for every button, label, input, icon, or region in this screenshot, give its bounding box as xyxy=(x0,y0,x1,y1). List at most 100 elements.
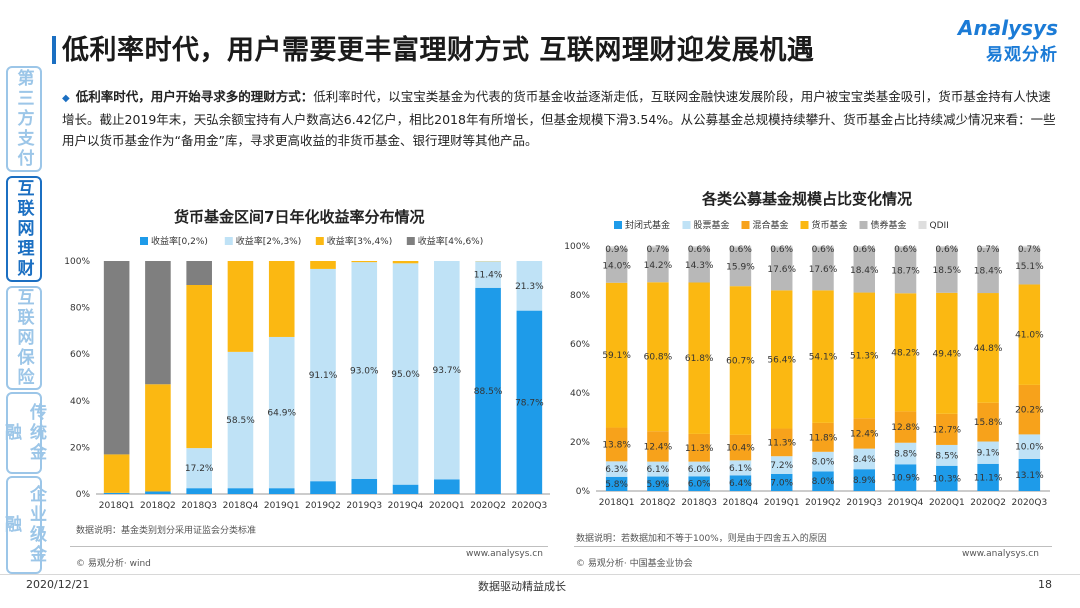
legend-label-2: 收益率[3%,4%) xyxy=(327,235,392,247)
data-label: 0.7% xyxy=(1018,245,1041,255)
bar-segment-2 xyxy=(310,261,336,269)
x-tick-label: 2018Q1 xyxy=(99,501,135,511)
bar-segment-5 xyxy=(936,246,958,248)
bar-segment-2 xyxy=(103,454,130,493)
data-label: 15.8% xyxy=(974,418,1003,428)
side-tab-payment[interactable]: 第三方支付 xyxy=(6,66,42,172)
bar-segment-0 xyxy=(103,492,130,494)
side-tab-traditional[interactable]: 传统金融 xyxy=(1,392,46,474)
chart1: 收益率[0,2%) 收益率[2%,3%) 收益率[3%,4%) 收益率[4%,6%) 0… xyxy=(64,235,550,511)
data-label: 17.6% xyxy=(809,265,838,275)
data-label: 48.2% xyxy=(891,348,920,358)
data-label: 8.8% xyxy=(894,450,917,460)
x-tick-label: 2020Q1 xyxy=(929,498,965,508)
bar-segment-0 xyxy=(605,476,628,491)
legend-swatch-3 xyxy=(406,237,415,245)
bar-segment-0 xyxy=(516,310,543,494)
legend-label-3: 货币基金 xyxy=(812,219,848,231)
data-label: 10.0% xyxy=(1015,443,1044,453)
chart2: 封闭式基金 股票基金 混合基金 货币基金 债券基金 QDII 0% 20% 40% 60% 80% 1… xyxy=(564,219,1050,508)
side-tab-insurance[interactable]: 互联网保险 xyxy=(6,286,42,390)
bar-segment-3 xyxy=(894,293,917,412)
summary-text: 低利率时代，以宝宝类基金为代表的货币基金收益逐渐走低，互联网金融快速发展阶段，用… xyxy=(62,89,1056,148)
bar-segment-0 xyxy=(475,287,501,494)
logo-text-cn: 易观分析 xyxy=(986,45,1058,65)
x-tick-label: 2019Q2 xyxy=(305,501,341,511)
data-label: 0.7% xyxy=(646,245,669,255)
bar-segment-2 xyxy=(812,422,834,452)
data-label: 0.9% xyxy=(605,245,628,255)
bar-segment-3 xyxy=(186,261,212,285)
bar-segment-1 xyxy=(227,351,254,489)
data-label: 0.6% xyxy=(729,245,752,255)
data-label: 78.7% xyxy=(515,398,544,408)
bar-segment-4 xyxy=(1018,247,1041,285)
bar-segment-5 xyxy=(647,245,669,248)
bar-segment-2 xyxy=(1018,384,1041,435)
data-label: 13.8% xyxy=(602,440,631,450)
bar-segment-4 xyxy=(936,247,958,293)
y-tick-label: 60% xyxy=(70,350,90,360)
data-label: 6.4% xyxy=(729,479,752,489)
data-label: 6.0% xyxy=(688,480,711,490)
data-label: 21.3% xyxy=(515,282,544,292)
bar-segment-2 xyxy=(186,284,212,449)
y-tick-label: 20% xyxy=(70,443,90,453)
legend-swatch-0 xyxy=(614,221,622,229)
bar-segment-2 xyxy=(977,402,999,442)
data-label: 0.6% xyxy=(812,245,835,255)
chart2-site: www.analysys.cn xyxy=(962,549,1039,559)
data-label: 10.9% xyxy=(891,474,920,484)
x-tick-label: 2020Q2 xyxy=(470,501,506,511)
x-tick-label: 2019Q1 xyxy=(264,501,300,511)
y-tick-label: 80% xyxy=(70,304,90,314)
data-label: 59.1% xyxy=(602,351,631,361)
data-label: 14.0% xyxy=(602,262,631,272)
bar-segment-0 xyxy=(227,488,254,494)
bar-segment-5 xyxy=(853,246,876,248)
data-label: 49.4% xyxy=(933,349,962,359)
y-tick-label: 100% xyxy=(564,242,590,252)
legend-label-2: 混合基金 xyxy=(753,219,789,231)
bar-segment-2 xyxy=(268,261,295,337)
legend-swatch-4 xyxy=(859,221,868,229)
bar-segment-0 xyxy=(647,476,669,491)
y-tick-label: 0% xyxy=(76,490,91,500)
bar-segment-0 xyxy=(434,479,460,494)
x-tick-label: 2020Q2 xyxy=(970,498,1006,508)
side-tab-wealth[interactable]: 互联网理财 xyxy=(6,176,42,282)
bar-segment-5 xyxy=(770,245,793,248)
x-tick-label: 2019Q3 xyxy=(346,501,382,511)
footer-divider xyxy=(0,574,1080,575)
bullet-icon: ◆ xyxy=(62,93,70,104)
data-label: 15.9% xyxy=(726,263,755,273)
side-tab-enterprise[interactable]: 企业级金融 xyxy=(1,476,46,574)
data-label: 18.4% xyxy=(850,266,879,276)
footer-slogan: 数据驱动精益成长 xyxy=(478,580,566,593)
title-accent-bar xyxy=(52,36,56,64)
page-title: 低利率时代，用户需要更丰富理财方式 互联网理财迎发展机遇 xyxy=(62,35,815,66)
bar-segment-1 xyxy=(434,261,460,480)
legend-label-1: 股票基金 xyxy=(694,219,730,231)
data-label: 6.0% xyxy=(688,465,711,475)
y-tick-label: 40% xyxy=(70,397,90,407)
bar-segment-4 xyxy=(977,247,999,294)
bar-segment-0 xyxy=(977,463,999,491)
analysys-logo: Analysys 易观分析 xyxy=(938,16,1058,65)
legend-label-4: 债券基金 xyxy=(871,219,907,231)
bar-segment-0 xyxy=(392,484,419,494)
bar-segment-3 xyxy=(1018,284,1041,385)
x-tick-label: 2019Q3 xyxy=(846,498,882,508)
legend-swatch-1 xyxy=(682,221,691,229)
legend-swatch-3 xyxy=(800,221,809,229)
bar-segment-1 xyxy=(853,448,876,470)
data-label: 0.7% xyxy=(977,245,1000,255)
data-label: 6.1% xyxy=(729,464,752,474)
bar-segment-1 xyxy=(392,263,419,485)
bar-segment-3 xyxy=(977,293,999,403)
data-label: 18.4% xyxy=(974,267,1003,277)
x-tick-label: 2020Q3 xyxy=(512,501,548,511)
bar-segment-1 xyxy=(186,448,212,489)
x-tick-label: 2018Q4 xyxy=(223,501,259,511)
bar-segment-3 xyxy=(729,286,752,435)
